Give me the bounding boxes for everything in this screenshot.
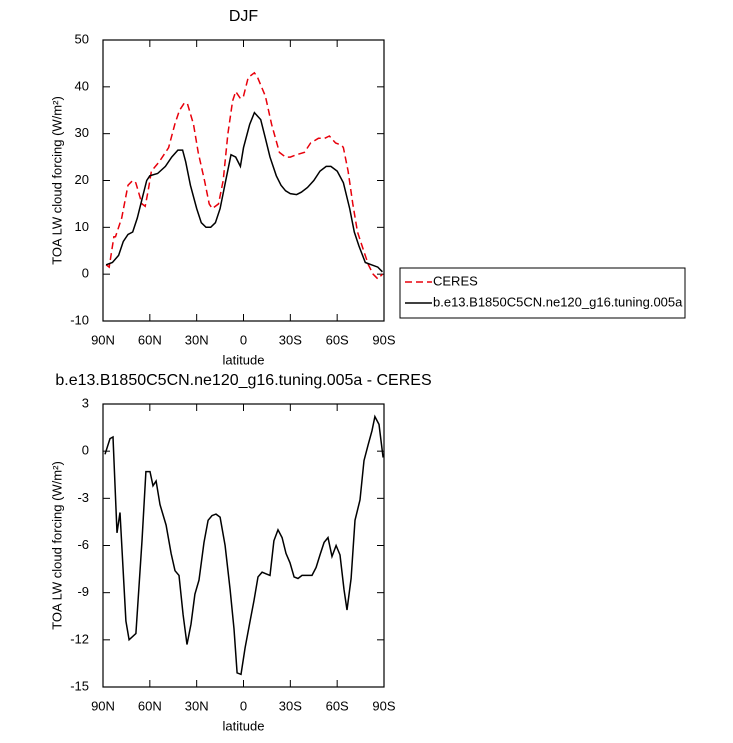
legend-label: CERES: [433, 273, 478, 288]
x-tick-label: 90S: [372, 332, 395, 347]
x-axis-label: latitude: [223, 718, 265, 733]
x-tick-label: 0: [240, 698, 247, 713]
y-tick-label: 20: [75, 172, 89, 187]
x-tick-label: 90S: [372, 698, 395, 713]
y-tick-label: -10: [70, 312, 89, 327]
x-tick-label: 90N: [91, 332, 115, 347]
x-tick-label: 30S: [279, 332, 302, 347]
y-tick-label: 40: [75, 78, 89, 93]
y-tick-label: 30: [75, 125, 89, 140]
x-tick-label: 60N: [138, 332, 162, 347]
data-line: [105, 111, 383, 273]
y-tick-label: 10: [75, 219, 89, 234]
data-line: [105, 71, 383, 280]
x-tick-label: 0: [240, 332, 247, 347]
x-tick-label: 30N: [185, 332, 209, 347]
y-axis-label: TOA LW cloud forcing (W/m²): [49, 96, 64, 265]
data-line: [104, 414, 384, 676]
chart-title: b.e13.B1850C5CN.ne120_g16.tuning.005a - …: [55, 372, 431, 389]
y-tick-label: -9: [77, 584, 89, 599]
y-tick-label: -6: [77, 537, 89, 552]
y-tick-label: -3: [77, 490, 89, 505]
x-tick-label: 60S: [326, 698, 349, 713]
y-tick-label: 0: [82, 443, 89, 458]
y-tick-label: -12: [70, 631, 89, 646]
x-tick-label: 60S: [326, 332, 349, 347]
x-axis-label: latitude: [223, 352, 265, 367]
legend-box: [399, 267, 686, 319]
y-tick-label: -15: [70, 678, 89, 693]
x-tick-label: 30S: [279, 698, 302, 713]
x-tick-label: 90N: [91, 698, 115, 713]
y-tick-label: 3: [82, 395, 89, 410]
x-tick-label: 60N: [138, 698, 162, 713]
plot-frame: [102, 39, 385, 322]
y-axis-label: TOA LW cloud forcing (W/m²): [49, 461, 64, 630]
plot-frame: [102, 403, 385, 688]
y-tick-label: 0: [82, 266, 89, 281]
x-tick-label: 30N: [185, 698, 209, 713]
y-tick-label: 50: [75, 31, 89, 46]
chart-title: DJF: [229, 8, 259, 25]
legend-label: b.e13.B1850C5CN.ne120_g16.tuning.005a: [433, 294, 683, 309]
